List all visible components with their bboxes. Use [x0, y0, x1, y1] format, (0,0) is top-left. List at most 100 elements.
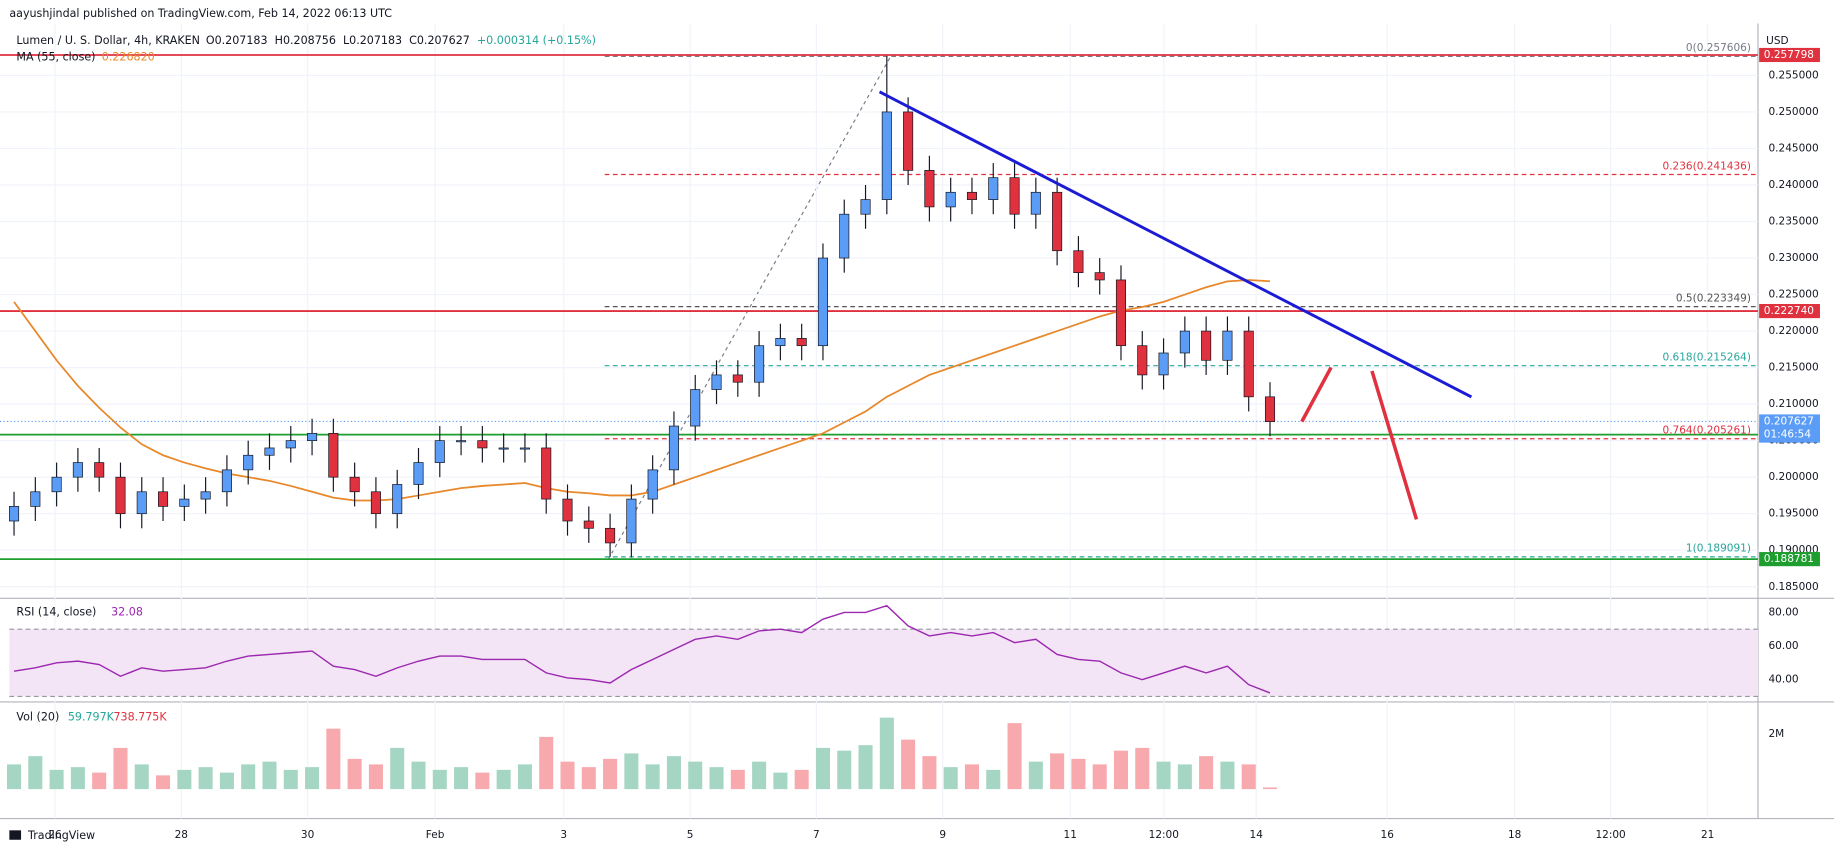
volume-bar: [581, 767, 596, 790]
candle-body: [349, 476, 360, 493]
x-tick-label: 28: [175, 829, 188, 841]
volume-bar: [432, 769, 447, 790]
candle-body: [94, 462, 105, 478]
fib-label: 0.5(0.223349): [1676, 292, 1751, 304]
price-tag: [1759, 552, 1820, 567]
volume-bar: [943, 767, 958, 790]
brand: TradingView: [27, 829, 95, 842]
volume-bar: [666, 756, 681, 790]
ohlc-field: H0.208756: [275, 34, 336, 47]
candle-body: [370, 491, 381, 515]
candle-body: [541, 447, 552, 500]
fib-label: 0.764(0.205261): [1663, 424, 1751, 436]
volume-bar: [539, 736, 554, 790]
trendline: [878, 90, 1473, 399]
volume-bar: [645, 764, 660, 790]
candle-body: [839, 213, 850, 259]
volume-bar: [219, 772, 234, 790]
y-tick-label: 0.200000: [1769, 471, 1819, 483]
y-tick-label: 0.245000: [1769, 142, 1819, 154]
volume-bar: [858, 745, 873, 790]
candle-body: [711, 374, 722, 390]
plot: [0, 23, 1758, 819]
volume-bar: [773, 772, 788, 790]
volume-bar: [326, 728, 341, 790]
volume-bar: [1241, 764, 1256, 790]
candle-body: [626, 498, 637, 544]
volume-bar: [156, 775, 171, 790]
candle-body: [817, 257, 828, 347]
volume-bar: [134, 764, 149, 790]
x-tick-label: 9: [939, 829, 946, 841]
candle-body: [690, 389, 701, 427]
ohlc-field: C0.207627: [409, 34, 470, 47]
candle-body: [179, 498, 190, 507]
candle-body: [221, 469, 232, 493]
candle-body: [200, 491, 211, 500]
candle-body: [243, 454, 254, 471]
volume-bar: [815, 747, 830, 790]
y-tick-label: 0.185000: [1769, 581, 1819, 593]
x-tick-label: 11: [1064, 829, 1077, 841]
price-tag: [1759, 303, 1820, 319]
candle-body: [1179, 330, 1190, 354]
y-tick-label: 0.215000: [1769, 362, 1819, 374]
y-tick-label: 0.220000: [1769, 325, 1819, 337]
candle-body: [1264, 396, 1276, 423]
candle-body: [562, 498, 573, 522]
candle-body: [30, 491, 41, 507]
candle-body: [115, 476, 126, 515]
candle-body: [392, 484, 403, 515]
volume-bar: [901, 739, 916, 790]
rsi-tick-label: 40.00: [1769, 674, 1799, 686]
candle-body: [285, 440, 296, 449]
price-tag-label: 0.207627: [1764, 415, 1814, 427]
volume-bar: [709, 767, 724, 790]
x-tick-label: 18: [1508, 829, 1521, 841]
volume-bar: [1135, 747, 1150, 790]
x-tick-label: 12:00: [1595, 829, 1626, 841]
volume-bar: [730, 769, 745, 790]
candle-body: [158, 491, 169, 507]
volume-bar: [7, 764, 22, 790]
candle-body: [307, 432, 318, 442]
volume-bar: [198, 767, 213, 790]
vol-ma-value: 738.775K: [113, 710, 167, 723]
fib-label: 0.618(0.215264): [1663, 351, 1751, 363]
volume-bar: [560, 761, 575, 790]
candle-body: [775, 338, 786, 347]
price-tag-label: 0.257798: [1764, 49, 1814, 61]
volume-bar: [454, 767, 469, 790]
candle-body: [754, 345, 765, 383]
volume-bar: [305, 767, 320, 790]
volume-bar: [28, 756, 43, 790]
vol-value: 59.797K: [68, 710, 115, 723]
ma-value: 0.226820: [102, 51, 155, 64]
volume-bar: [411, 761, 426, 790]
x-tick-label: 3: [560, 829, 567, 841]
volume-bar: [603, 758, 618, 790]
volume-bar: [70, 767, 85, 790]
symbol: Lumen / U. S. Dollar, 4h, KRAKEN: [16, 34, 200, 47]
x-tick-label: 16: [1381, 829, 1395, 841]
ohlc: O0.207183 H0.208756 L0.207183 C0.207627 +0.0…: [206, 34, 596, 47]
volume-bar: [49, 769, 64, 790]
candle-body: [1052, 191, 1063, 252]
price-tag-label: 0.222740: [1764, 305, 1814, 317]
y-tick-label: 0.235000: [1769, 215, 1819, 227]
y-tick-label: 0.255000: [1769, 69, 1819, 81]
x-tick-label: 7: [813, 829, 820, 841]
countdown: 01:46:54: [1764, 428, 1811, 440]
ohlc-field: O0.207183: [206, 34, 268, 47]
y-tick-label: 0.225000: [1769, 289, 1819, 301]
y-tick-label: 0.230000: [1769, 252, 1819, 264]
volume-bar: [1071, 758, 1086, 790]
candle-body: [1201, 330, 1212, 361]
volume-bar: [837, 750, 852, 790]
x-tick-label: 30: [301, 829, 315, 841]
volume-bar: [475, 772, 490, 790]
fib-label: 0(0.257606): [1686, 42, 1751, 54]
arrow-up-drawing: [1300, 366, 1333, 423]
